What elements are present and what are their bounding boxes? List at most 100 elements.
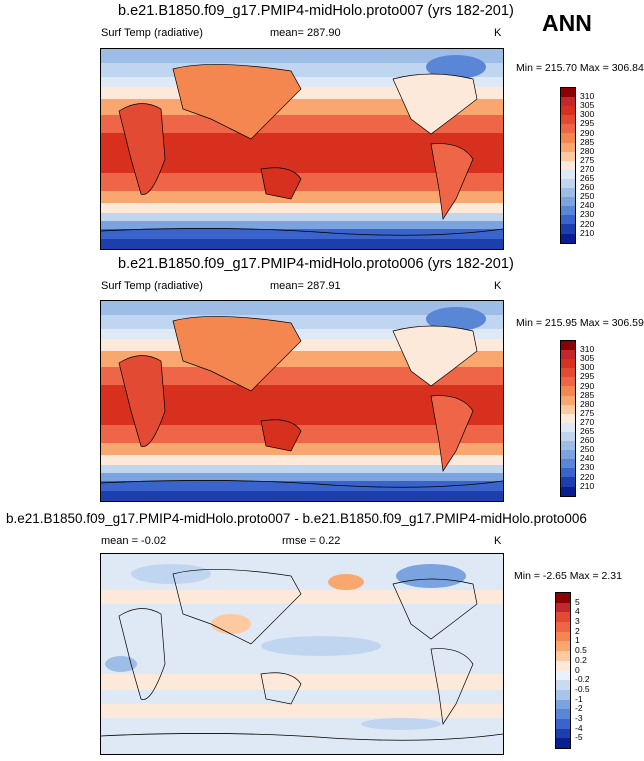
panel1-colorbar-label: 220 [580, 218, 595, 229]
panel1-colorbar-bin [561, 215, 575, 225]
panel3-colorbar-bin [556, 718, 570, 729]
panel3-units: K [494, 535, 502, 547]
panel2-colorbar-label: 295 [580, 371, 595, 382]
panel3-colorbar-bin [556, 602, 570, 613]
panel3-colorbar-label: -2 [575, 703, 583, 714]
panel2-colorbar-label: 275 [580, 407, 595, 418]
panel3-colorbar-bin [556, 709, 570, 719]
panel3-colorbar-label: 0.5 [575, 645, 587, 656]
panel3-rmse: rmse = 0.22 [282, 535, 341, 547]
panel2-colorbar-bin [561, 431, 575, 442]
panel2-colorbar-label: 220 [580, 471, 595, 482]
panel2-colorbar-bin [561, 404, 575, 414]
panel2-colorbar-label: 210 [580, 480, 595, 491]
panel2-colorbar-bin [561, 377, 575, 387]
panel3-colorbar-label: -5 [575, 732, 583, 743]
panel3-colorbar-label: -1 [575, 693, 583, 704]
panel2-colorbar-label: 305 [580, 353, 595, 364]
panel1-colorbar-label: 300 [580, 109, 595, 120]
panel1-colorbar-label: 275 [580, 154, 595, 165]
panel3-colorbar-label: 0 [575, 664, 580, 675]
panel1-colorbar-label: 250 [580, 191, 595, 202]
panel2-mean: mean= 287.91 [270, 280, 341, 292]
panel1-colorbar-bin [561, 224, 575, 234]
panel2-colorbar [560, 340, 576, 497]
panel1-colorbar-label: 290 [580, 127, 595, 138]
panel1-temperature-field [101, 49, 503, 249]
panel1-colorbar-label: 210 [580, 227, 595, 238]
panel2-colorbar-label: 270 [580, 416, 595, 427]
panel1-colorbar-label: 265 [580, 173, 595, 183]
panel1-colorbar-label: 260 [580, 182, 595, 193]
panel2-colorbar-bin [561, 413, 575, 423]
panel3-map [100, 553, 504, 755]
panel2-temperature-field [101, 301, 503, 501]
panel1-colorbar-bin [561, 188, 575, 198]
panel1-colorbar-label: 285 [580, 136, 595, 147]
panel3-colorbar-bin [556, 631, 570, 642]
panel3-colorbar-bin [556, 641, 570, 652]
panel1-colorbar-label: 305 [580, 100, 595, 111]
panel1-map [100, 48, 504, 250]
panel3-title: b.e21.B1850.f09_g17.PMIP4-midHolo.proto0… [6, 511, 587, 526]
panel2-colorbar-bin [561, 459, 575, 469]
panel3-colorbar-bin [556, 728, 570, 739]
panel3-colorbar-bin [556, 651, 570, 661]
panel3-difference-field [101, 554, 503, 754]
panel2-colorbar-label: 300 [580, 362, 595, 373]
panel2-colorbar-bin [561, 441, 575, 451]
panel1-colorbar-label: 310 [580, 91, 595, 102]
panel1-colorbar-bin [561, 169, 575, 179]
panel1-colorbar-bin [561, 133, 575, 143]
panel1-colorbar-label: 230 [580, 209, 595, 220]
panel3-colorbar-bin [556, 680, 570, 690]
panel3-colorbar-label: -4 [575, 722, 583, 733]
panel2-colorbar-label: 290 [580, 380, 595, 391]
panel1-colorbar-label: 240 [580, 200, 595, 211]
panel3-colorbar-label: -0.5 [575, 683, 590, 694]
panel1-colorbar-bin [561, 106, 575, 116]
panel2-colorbar-label: 260 [580, 435, 595, 446]
panel3-colorbar-label: 1 [575, 635, 580, 646]
panel1-colorbar-bin [561, 206, 575, 216]
panel3-minmax: Min = -2.65 Max = 2.31 [514, 570, 622, 582]
panel3-colorbar-bin [556, 738, 570, 748]
panel1-colorbar-bin [561, 151, 575, 161]
panel2-colorbar-label: 285 [580, 389, 595, 400]
panel3-colorbar-label: -0.2 [575, 674, 590, 685]
panel2-colorbar-bin [561, 486, 575, 496]
panel2-units: K [494, 280, 502, 292]
panel2-map [100, 300, 504, 502]
panel3-colorbar-bin [556, 612, 570, 623]
panel2-colorbar-bin [561, 350, 575, 360]
panel1-colorbar-label: 280 [580, 145, 595, 156]
panel1-units: K [494, 27, 502, 39]
panel1-colorbar-bin [561, 97, 575, 107]
panel3-colorbar-label: 5 [575, 596, 580, 607]
season-label: ANN [542, 10, 592, 36]
panel1-colorbar-bin [561, 178, 575, 189]
panel1-colorbar-bin [561, 197, 575, 207]
panel3-colorbar-bin [556, 593, 570, 603]
panel2-colorbar-label: 310 [580, 344, 595, 355]
panel2-colorbar-bin [561, 386, 575, 396]
panel1-colorbar-bin [561, 160, 575, 170]
panel2-variable: Surf Temp (radiative) [101, 280, 203, 292]
panel1-variable: Surf Temp (radiative) [101, 27, 203, 39]
panel1-colorbar [560, 87, 576, 244]
panel2-colorbar-bin [561, 450, 575, 460]
panel3-mean: mean = -0.02 [101, 535, 167, 547]
panel3-colorbar-bin [556, 670, 570, 681]
panel3-colorbar-label: 3 [575, 616, 580, 627]
panel3-colorbar-bin [556, 622, 570, 632]
panel1-colorbar-bin [561, 124, 575, 134]
panel3-colorbar-bin [556, 689, 570, 700]
panel1-colorbar-bin [561, 115, 575, 125]
panel1-colorbar-bin [561, 142, 575, 152]
panel2-colorbar-label: 265 [580, 426, 595, 436]
panel1-colorbar-label: 295 [580, 118, 595, 129]
panel3-colorbar-label: 2 [575, 625, 580, 636]
panel3-colorbar-label: 4 [575, 606, 580, 617]
panel2-minmax: Min = 215.95 Max = 306.59 [516, 317, 644, 329]
panel2-colorbar-bin [561, 368, 575, 378]
